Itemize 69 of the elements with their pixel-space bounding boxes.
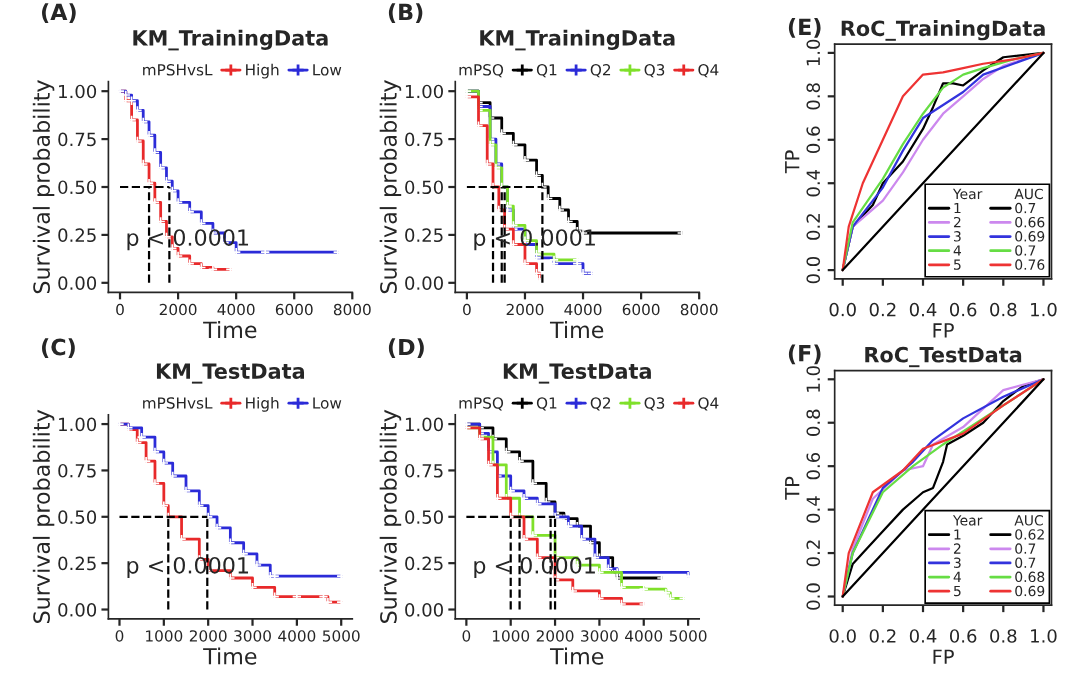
x-axis-title: FP [933,323,954,338]
x-tick-label: 0.6 [949,629,977,643]
y-tick-label: 1.00 [59,84,97,99]
x-tick-label: 0.8 [990,302,1017,317]
x-axis-title: Time [203,321,257,339]
y-tick-label: 0.50 [58,180,97,195]
chart-title: KM_TrainingData [133,29,328,51]
y-tick-label: 0.2 [806,214,821,240]
y-tick-label: 0.25 [58,556,96,571]
x-tick-label: 0.2 [869,629,896,643]
x-axis-title: Time [549,321,604,339]
text: (F) [788,344,821,365]
x-axis-title: Time [203,647,257,665]
y-tick-label: 0.50 [405,510,443,524]
chart-title: KM_TestData [503,363,651,384]
y-tick-label: 1.0 [806,39,821,66]
y-tick-label: 0.75 [58,463,96,478]
chart-title: KM_TestData [156,363,305,384]
y-tick-label: 0.2 [806,540,821,567]
y-tick-label: 0.75 [405,463,443,478]
y-tick-label: 0.50 [405,180,443,195]
y-tick-label: 0.4 [806,169,821,197]
y-tick-label: 0.0 [806,256,821,284]
y-axis-title: Survival probability [32,409,55,623]
x-axis-title: Time [549,647,604,665]
y-tick-label: 0.25 [405,228,443,243]
x-tick-label: 0.4 [909,302,937,317]
y-axis-title: Survival probability [379,80,402,294]
y-tick-label: 1.00 [405,417,443,432]
x-tick-label: 0.4 [909,629,937,643]
text: (B) [388,3,423,23]
y-tick-label: 0.00 [405,602,443,617]
y-tick-label: 0.00 [58,276,97,290]
x-tick-label: 1.0 [1031,302,1057,317]
annotation: p < 0.0001 [474,229,595,251]
y-tick-label: 0.00 [58,602,97,617]
y-tick-label: 1.00 [59,417,97,432]
x-tick-label: 0.0 [829,629,856,643]
y-tick-label: 0.50 [58,510,97,524]
x-tick-label: 0.2 [869,302,896,317]
y-tick-label: 0.0 [806,583,821,610]
x-axis-title: FP [933,649,954,664]
y-tick-label: 0.75 [405,132,443,147]
x-tick-label: 0.8 [990,629,1017,643]
text: (D) [388,338,424,359]
y-tick-label: 0.00 [405,276,443,290]
text: (A) [42,3,76,23]
y-axis-title: Survival probability [379,409,402,623]
text: (C) [42,338,75,359]
x-tick-label: 0.0 [829,302,856,317]
y-axis-title: TP [785,150,800,174]
y-tick-label: 0.25 [405,556,443,571]
y-tick-label: 1.00 [405,84,443,99]
y-tick-label: 0.4 [806,496,821,523]
x-tick-label: 1.0 [1031,629,1057,643]
y-axis-title: Survival probability [32,80,55,294]
y-tick-label: 0.75 [58,132,96,147]
chart-title: KM_TrainingData [480,29,675,51]
chart-title: RoC_TrainingData [841,20,1045,41]
y-axis-title: TP [785,476,800,500]
y-tick-label: 0.8 [806,409,821,436]
y-tick-label: 0.8 [806,83,821,110]
y-tick-label: 0.25 [58,228,96,243]
y-tick-label: 0.6 [806,126,821,153]
text: (E) [788,18,821,38]
y-tick-label: 1.0 [806,366,821,392]
x-tick-label: 0.6 [949,302,977,317]
y-tick-label: 0.6 [806,452,821,480]
chart-title: RoC_TestData [865,346,1022,368]
